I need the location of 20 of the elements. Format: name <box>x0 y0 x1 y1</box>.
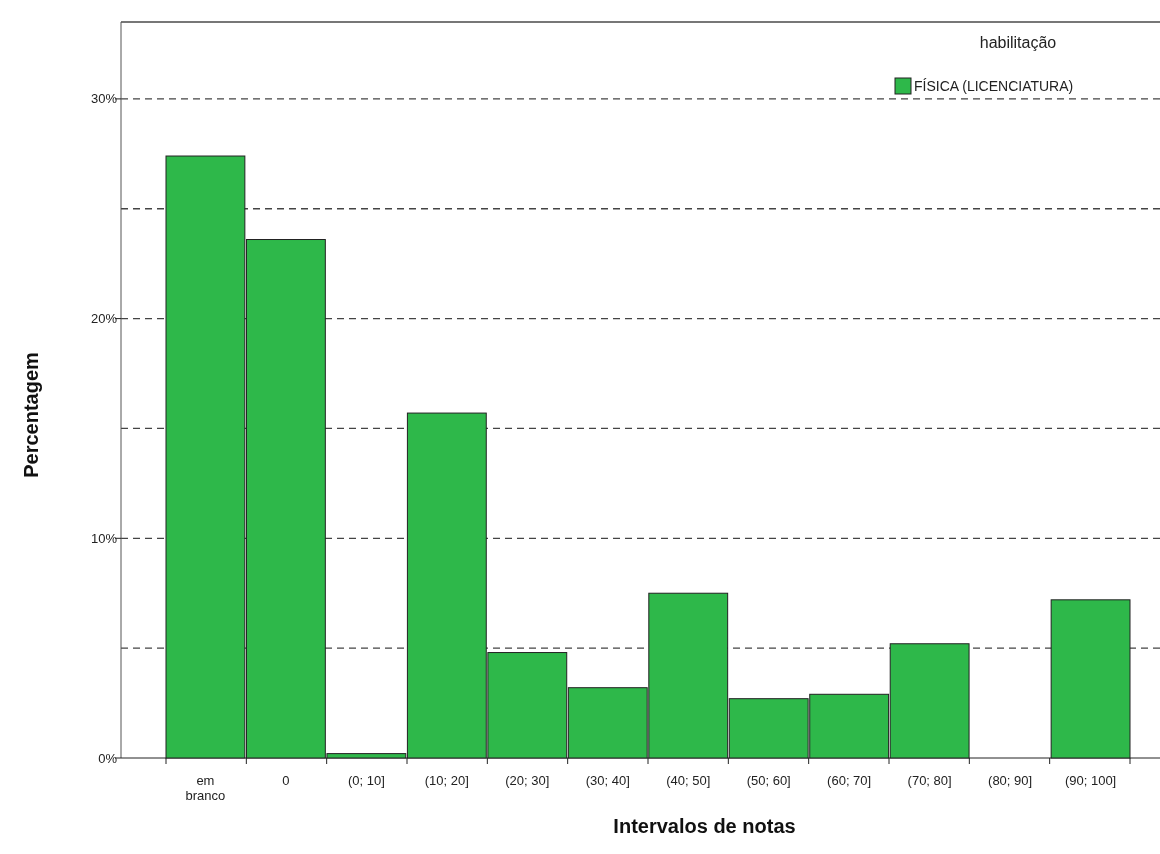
y-tick-label: 10% <box>90 530 118 546</box>
x-tick-label: (90; 100] <box>1064 773 1117 788</box>
y-axis-title: Percentagem <box>20 352 42 478</box>
y-tick-label: 30% <box>90 91 118 107</box>
x-tick-label: (50; 60] <box>746 773 791 788</box>
x-tick-label: (60; 70] <box>827 773 872 788</box>
x-tick-label: (20; 30] <box>505 773 550 788</box>
x-axis-title: Intervalos de notas <box>613 815 796 837</box>
legend-title: habilitação <box>979 34 1057 51</box>
x-tick-label: (40; 50] <box>666 773 711 788</box>
x-tick-label: (70; 80] <box>907 773 952 788</box>
y-tick-label: 20% <box>90 311 118 327</box>
x-tick-label: em branco <box>185 773 226 803</box>
x-tick-label: (10; 20] <box>424 773 469 788</box>
x-tick-label: (30; 40] <box>585 773 630 788</box>
legend-label: FÍSICA (LICENCIATURA) <box>914 77 1074 94</box>
x-tick-label: 0 <box>282 773 290 788</box>
y-tick-label: 0% <box>98 750 118 766</box>
x-tick-label: (80; 90] <box>988 773 1033 788</box>
x-tick-label: (0; 10] <box>347 773 385 788</box>
